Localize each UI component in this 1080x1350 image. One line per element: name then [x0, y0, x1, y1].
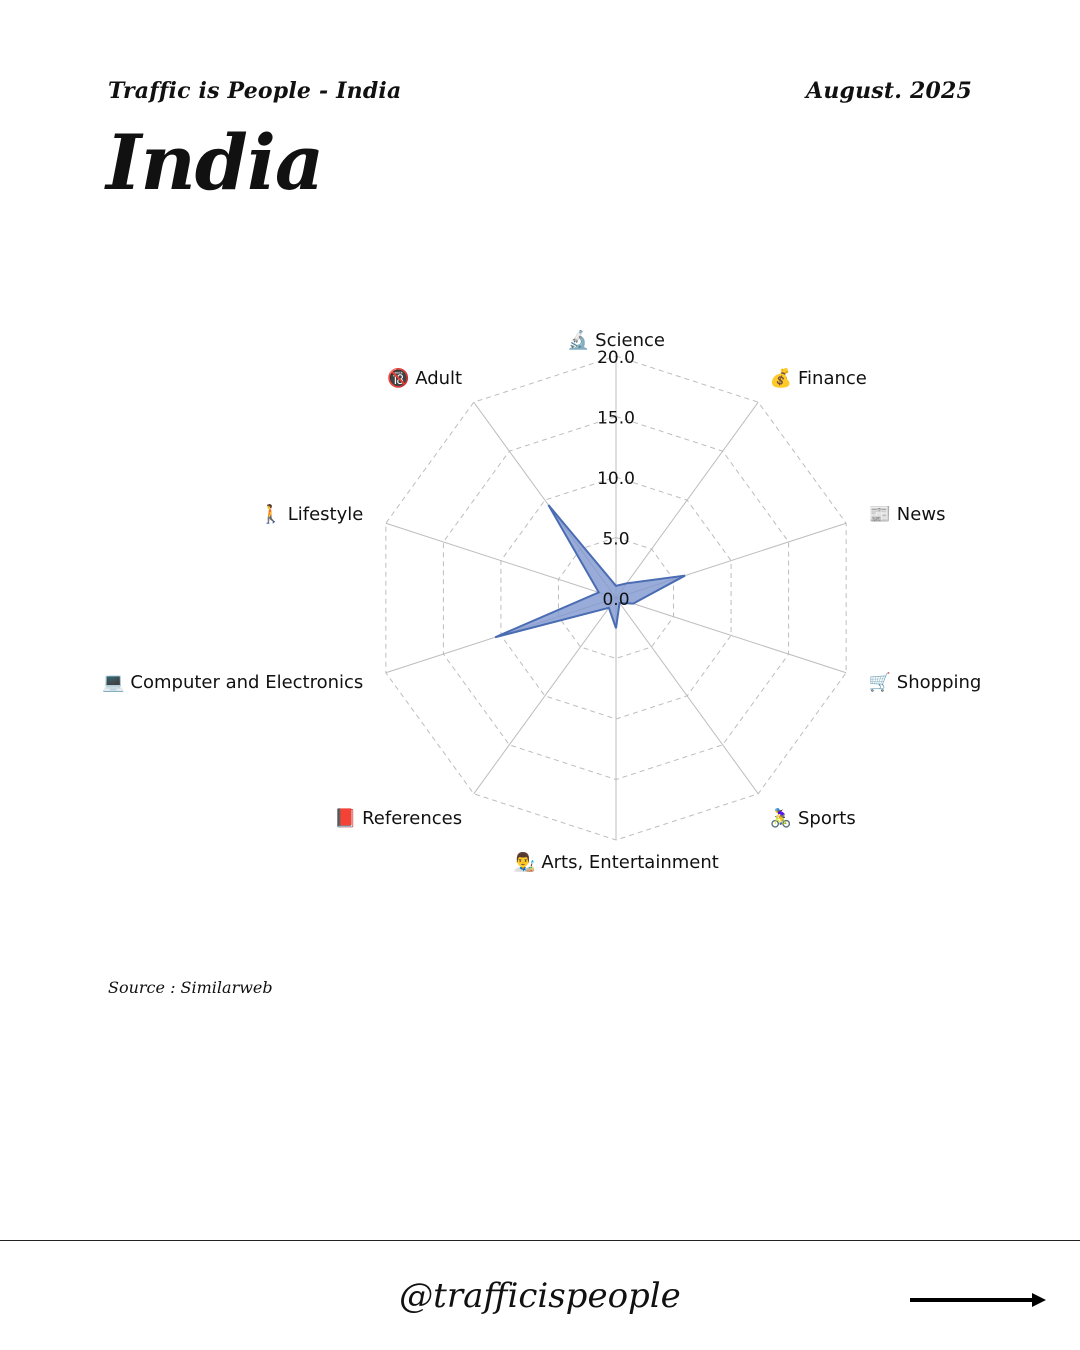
page-title: India	[106, 118, 324, 207]
category-label: 💻 Computer and Electronics	[102, 672, 363, 693]
category-label: 🔬 Science	[567, 329, 665, 351]
header-date: August. 2025	[806, 78, 972, 104]
tick-label: 20.0	[597, 348, 635, 368]
category-label: 🚴‍♀️ Sports	[770, 807, 856, 829]
spoke-1	[615, 401, 759, 599]
radar-tick-labels: 0.0 5.0 10.0 15.0 20.0	[597, 348, 635, 610]
tick-label: 5.0	[602, 530, 629, 550]
footer-handle[interactable]: @trafficispeople	[399, 1276, 681, 1316]
header-subtitle: Traffic is People - India	[108, 78, 402, 104]
footer-divider	[0, 1240, 1080, 1241]
radar-spokes	[385, 356, 847, 840]
tick-label: 10.0	[597, 469, 635, 489]
spoke-3	[615, 597, 847, 674]
spoke-8	[385, 522, 617, 599]
series-polygon	[494, 504, 686, 639]
category-label: 📕 References	[334, 808, 462, 829]
source-note: Source : Similarweb	[108, 978, 273, 997]
category-label: 👨‍🎨 Arts, Entertainment	[513, 851, 719, 873]
radar-category-labels: 🔬 Science 💰 Finance 📰 News 🛒 Shopping 🚴‍♀️ S…	[102, 329, 981, 873]
category-label: 💰 Finance	[770, 367, 867, 389]
spoke-4	[615, 597, 759, 795]
arrow-right-icon[interactable]	[908, 1288, 1048, 1312]
radar-chart: 0.0 5.0 10.0 15.0 20.0 🔬 Science 💰 Finance 📰 N…	[102, 329, 981, 873]
tick-label: 0.0	[602, 590, 629, 610]
tick-label: 15.0	[597, 409, 635, 429]
category-label: 📰 News	[869, 504, 946, 525]
category-label: 🔞 Adult	[387, 367, 462, 389]
category-label: 🛒 Shopping	[869, 671, 982, 693]
category-label: 🚶 Lifestyle	[260, 503, 364, 525]
spoke-6	[473, 597, 617, 795]
